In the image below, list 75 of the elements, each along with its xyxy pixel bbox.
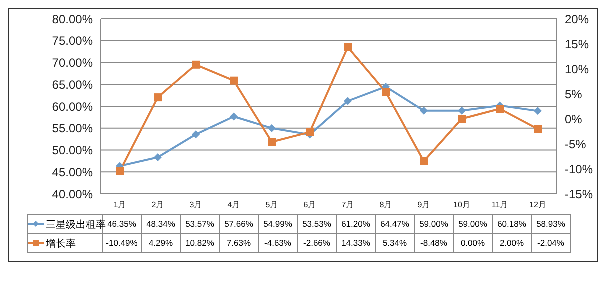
- data-label: 46.35%: [108, 219, 136, 229]
- data-label: 2.00%: [492, 234, 532, 252]
- x-tick-label: 11月: [492, 200, 508, 210]
- data-label: 53.53%: [298, 214, 336, 234]
- y2-tick-label: 10%: [565, 62, 590, 76]
- point: [344, 97, 352, 106]
- data-label: 59.00%: [414, 214, 454, 234]
- data-label: -10.49%: [102, 234, 142, 252]
- x-tick-label: 8月: [380, 200, 392, 210]
- y2-tick-label: -15%: [565, 187, 594, 202]
- y2-tick-label: -10%: [565, 162, 594, 176]
- data-label: 61.20%: [336, 214, 376, 234]
- data-label: 48.34%: [142, 214, 180, 234]
- y-tick-label: 60.00%: [52, 100, 94, 114]
- data-label: 0.00%: [454, 234, 492, 252]
- point: [230, 76, 238, 85]
- y2-tick-label: -5%: [565, 137, 587, 152]
- data-label: 57.66%: [220, 214, 258, 234]
- data-label: -2.66%: [298, 234, 336, 252]
- y2-tick-label: 20%: [565, 12, 590, 26]
- x-tick-label: 12月: [530, 200, 546, 210]
- point: [116, 167, 124, 176]
- x-tick-label: 7月: [342, 200, 354, 210]
- y-tick-label: 45.00%: [52, 165, 94, 180]
- y-tick-label: 50.00%: [52, 144, 94, 158]
- data-label: 58.93%: [532, 214, 570, 234]
- y2-tick-label: 5%: [565, 87, 583, 102]
- x-tick-label: 10月: [454, 200, 470, 210]
- point: [154, 94, 162, 102]
- x-tick-label: 2月: [152, 200, 164, 210]
- point: [268, 124, 276, 132]
- x-tick-label: 9月: [418, 200, 430, 210]
- point: [192, 60, 200, 69]
- y-tick-label: 70.00%: [52, 56, 94, 70]
- point: [306, 128, 314, 136]
- data-label: 10.82%: [180, 234, 220, 252]
- point: [496, 105, 504, 113]
- y2-tick-label: 15%: [565, 37, 590, 52]
- data-label: -8.48%: [414, 234, 454, 252]
- x-tick-label: 1月: [114, 200, 126, 210]
- data-label: -2.04%: [532, 234, 570, 252]
- x-tick-label: 6月: [304, 200, 316, 210]
- y2-tick-label: 0%: [565, 112, 583, 126]
- data-label: -4.63%: [258, 234, 298, 252]
- x-tick-label: 4月: [228, 200, 240, 210]
- y-tick-label: 40.00%: [52, 187, 94, 202]
- point: [230, 112, 238, 121]
- data-label: 53.57%: [180, 214, 220, 234]
- y-tick-label: 75.00%: [52, 34, 94, 48]
- legend-label: 增长率: [46, 239, 76, 250]
- point: [382, 88, 390, 96]
- data-label: 60.18%: [492, 214, 532, 234]
- point: [458, 115, 466, 123]
- data-label: 4.29%: [142, 234, 180, 252]
- point: [458, 106, 466, 115]
- data-label: 59.00%: [454, 214, 492, 234]
- point: [192, 130, 200, 139]
- point: [420, 157, 428, 166]
- data-label: 14.33%: [336, 234, 376, 252]
- legend-label: 三星级出租率: [46, 220, 106, 231]
- point: [154, 154, 162, 162]
- y-tick-label: 55.00%: [52, 122, 94, 136]
- data-label: 54.99%: [258, 214, 298, 234]
- point: [268, 138, 276, 146]
- x-tick-label: 5月: [266, 200, 278, 210]
- x-tick-label: 3月: [190, 200, 202, 210]
- point: [534, 125, 542, 134]
- data-label: 64.47%: [376, 214, 414, 234]
- point: [420, 106, 428, 115]
- y-tick-label: 80.00%: [52, 12, 94, 26]
- point: [344, 43, 352, 52]
- data-label: 5.34%: [376, 234, 414, 252]
- point: [534, 107, 542, 116]
- y-tick-label: 65.00%: [52, 78, 94, 92]
- data-label: 7.63%: [220, 234, 258, 252]
